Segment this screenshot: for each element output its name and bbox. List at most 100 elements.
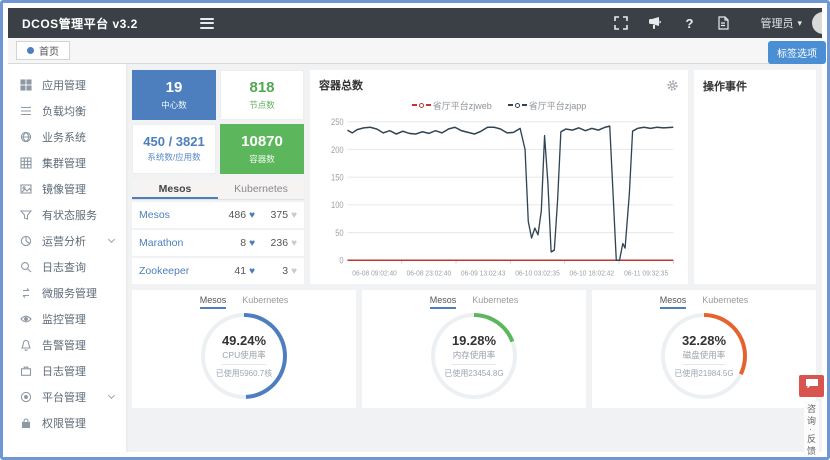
gauge-percent: 49.24% xyxy=(221,333,267,348)
legend-item[interactable]: 省厅平台zjweb xyxy=(411,99,492,111)
stat-label: 系统数/应用数 xyxy=(147,152,201,163)
events-panel: 操作事件 xyxy=(694,70,816,284)
svg-text:50: 50 xyxy=(335,228,344,238)
navbar-icons: ? xyxy=(614,15,730,31)
cluster-name: Zookeeper xyxy=(139,265,190,277)
donut-inner: 32.28% 磁盘使用率 已使用21984.5G xyxy=(665,317,743,395)
alert-icon xyxy=(20,339,33,352)
cluster-row[interactable]: Mesos 486 ♥ 375 ♥ xyxy=(132,202,304,228)
announcement-icon[interactable] xyxy=(648,16,662,30)
heart-icon: ♥ xyxy=(249,266,255,277)
gauge-tabs: Mesos Kubernetes xyxy=(199,295,289,309)
sidebar-item[interactable]: 应用管理 xyxy=(8,72,126,98)
sidebar-item[interactable]: 镜像管理 xyxy=(8,176,126,202)
sidebar-item[interactable]: 微服务管理 xyxy=(8,280,126,306)
stat-card[interactable]: 450 / 3821 系统数/应用数 xyxy=(132,124,216,174)
app-logo: DCOS管理平台 v3.2 xyxy=(22,16,138,31)
sidebar-item[interactable]: 运营分析 xyxy=(8,228,126,254)
feedback-chat-button[interactable] xyxy=(799,375,824,397)
sidebar-item-label: 权限管理 xyxy=(42,418,86,430)
events-panel-title: 操作事件 xyxy=(703,81,747,93)
fullscreen-icon[interactable] xyxy=(614,16,629,30)
stat-cards: 19 中心数 818 节点数 450 / 3821 系统数/应用数 10870 容器数 xyxy=(132,70,304,174)
svg-text:200: 200 xyxy=(331,145,344,155)
cluster-icon xyxy=(20,156,33,170)
legend-item[interactable]: 省厅平台zjapp xyxy=(507,99,586,111)
heart-icon: ♥ xyxy=(291,266,297,277)
donut-inner: 49.24% CPU使用率 已使用5960.7核 xyxy=(205,317,283,395)
stat-label: 中心数 xyxy=(161,99,187,110)
platform-icon xyxy=(20,391,33,404)
legend-marker-icon xyxy=(425,104,431,106)
legend-marker-icon xyxy=(418,102,424,108)
main-content: 19 中心数 818 节点数 450 / 3821 系统数/应用数 10870 容器数 Mes… xyxy=(126,64,822,452)
donut-inner: 19.28% 内存使用率 已使用23454.8G xyxy=(435,317,513,395)
stat-card[interactable]: 19 中心数 xyxy=(132,70,216,120)
sidebar-item[interactable]: 日志查询 xyxy=(8,254,126,280)
svg-text:250: 250 xyxy=(331,118,344,128)
unhealthy-count: 236 ♥ xyxy=(270,237,297,249)
sidebar-item[interactable]: 权限管理 xyxy=(8,410,126,436)
legend-marker-icon xyxy=(521,104,527,106)
gauge-tabs: Mesos Kubernetes xyxy=(429,295,519,309)
legend-marker-icon xyxy=(514,102,520,108)
gauge-tab-kubernetes[interactable]: Kubernetes xyxy=(472,295,519,305)
tab-home[interactable]: 首页 xyxy=(16,41,70,60)
document-icon[interactable] xyxy=(716,16,730,30)
tab-mesos[interactable]: Mesos xyxy=(132,179,218,199)
sidebar-item[interactable]: 集群管理 xyxy=(8,150,126,176)
cluster-table: Mesos 486 ♥ 375 ♥ Marathon 8 ♥ 236 ♥ Zookeeper 41 ♥ 3… xyxy=(132,200,304,284)
gauge-tab-mesos[interactable]: Mesos xyxy=(659,295,687,309)
gauge-card: Mesos Kubernetes 32.28% 磁盘使用率 已使用21984.5G xyxy=(592,290,816,408)
container-total-chart-card: 容器总数 省厅平台zjweb 省厅平台zjapp 0 50 100 150 200 250 0… xyxy=(310,70,688,284)
sidebar-item-label: 应用管理 xyxy=(42,80,86,92)
stat-label: 节点数 xyxy=(249,99,275,110)
sidebar-item[interactable]: 业务系统 xyxy=(8,124,126,150)
gear-icon[interactable] xyxy=(666,79,679,92)
sidebar-item-label: 有状态服务 xyxy=(42,210,97,222)
sidebar-item[interactable]: 有状态服务 xyxy=(8,202,126,228)
monitor-icon xyxy=(20,313,33,326)
gauge-used: 已使用21984.5G xyxy=(674,369,734,378)
sidebar-item[interactable]: 平台管理 xyxy=(8,384,126,410)
help-icon[interactable]: ? xyxy=(685,15,694,31)
sidebar-item-label: 平台管理 xyxy=(42,392,86,404)
healthy-count: 41 ♥ xyxy=(234,265,255,277)
sidebar-item[interactable]: 日志管理 xyxy=(8,358,126,384)
avatar[interactable] xyxy=(812,12,822,34)
heart-icon: ♥ xyxy=(291,238,297,249)
user-menu[interactable]: 管理员 ▾ xyxy=(760,15,802,31)
stat-card[interactable]: 818 节点数 xyxy=(220,70,304,120)
top-row: 19 中心数 818 节点数 450 / 3821 系统数/应用数 10870 容器数 Mes… xyxy=(132,70,816,284)
stat-value: 450 / 3821 xyxy=(143,133,205,149)
sidebar-item[interactable]: 告警管理 xyxy=(8,332,126,358)
stat-card[interactable]: 10870 容器数 xyxy=(220,124,304,174)
cluster-name: Mesos xyxy=(139,209,170,221)
cluster-row[interactable]: Zookeeper 41 ♥ 3 ♥ xyxy=(132,258,304,284)
svg-text:06-11 09:32:35: 06-11 09:32:35 xyxy=(624,269,668,278)
sidebar-item-label: 运营分析 xyxy=(42,236,86,248)
sidebar-item[interactable]: 监控管理 xyxy=(8,306,126,332)
log-icon xyxy=(20,365,33,378)
tag-options-button[interactable]: 标签选项 xyxy=(768,41,826,64)
cluster-row[interactable]: Marathon 8 ♥ 236 ♥ xyxy=(132,230,304,256)
legend-marker-icon xyxy=(411,104,417,106)
gauges-row: Mesos Kubernetes 49.24% CPU使用率 已使用5960.7核 Mes… xyxy=(132,290,816,408)
divider xyxy=(452,364,496,365)
gauge-tab-kubernetes[interactable]: Kubernetes xyxy=(242,295,289,305)
chart-title: 容器总数 xyxy=(319,80,363,92)
menu-toggle-icon[interactable] xyxy=(200,17,214,29)
divider xyxy=(222,364,266,365)
tab-home-dot-icon xyxy=(27,47,34,54)
sidebar-item[interactable]: 负载均衡 xyxy=(8,98,126,124)
gauge-tab-mesos[interactable]: Mesos xyxy=(429,295,457,309)
cluster-tabs: Mesos Kubernetes xyxy=(132,179,304,200)
stat-value: 10870 xyxy=(241,133,283,151)
gauge-metric: 磁盘使用率 xyxy=(682,350,726,360)
gauge-used: 已使用23454.8G xyxy=(444,369,504,378)
gauge-tab-kubernetes[interactable]: Kubernetes xyxy=(702,295,749,305)
donut-gauge: 32.28% 磁盘使用率 已使用21984.5G xyxy=(661,313,747,399)
tab-kubernetes[interactable]: Kubernetes xyxy=(234,183,288,195)
gauge-tab-mesos[interactable]: Mesos xyxy=(199,295,227,309)
